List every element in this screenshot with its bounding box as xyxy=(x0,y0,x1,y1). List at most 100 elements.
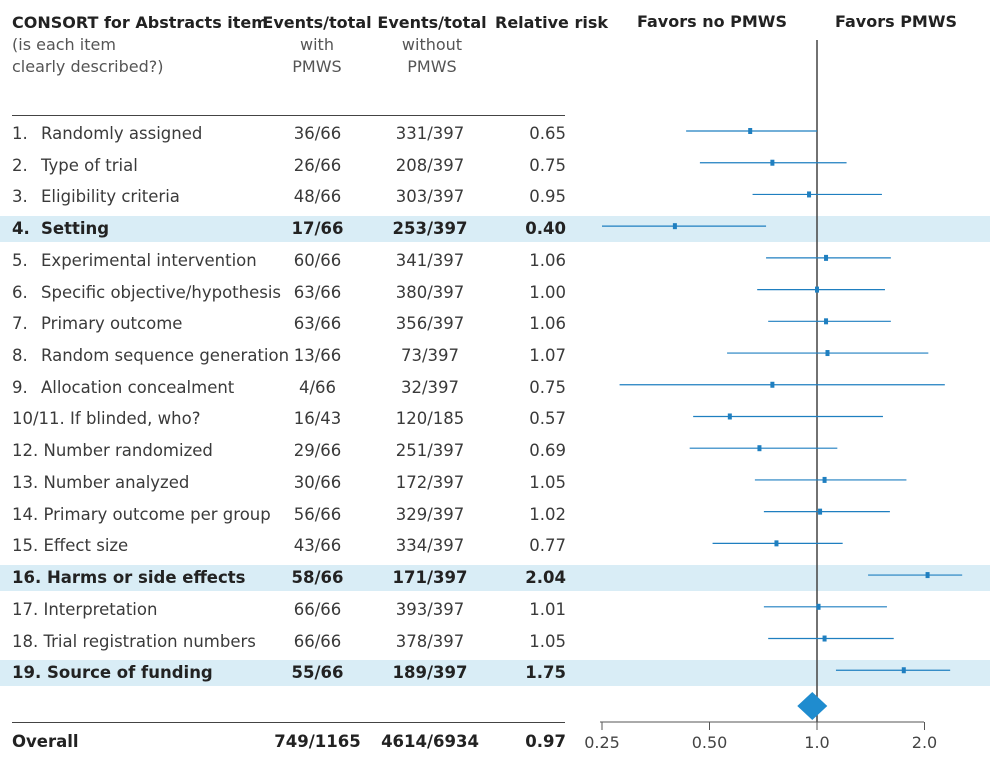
point-estimate xyxy=(824,318,829,325)
item-number: 3. xyxy=(12,187,28,207)
without-column-subtitle-1: without xyxy=(401,35,463,54)
item-label: Randomly assigned xyxy=(41,124,203,143)
header-divider xyxy=(12,115,565,116)
events-with: 58/66 xyxy=(291,568,344,588)
item-number: 5. xyxy=(12,250,28,270)
x-tick-label: 2.0 xyxy=(912,733,937,752)
events-with: 36/66 xyxy=(293,124,342,143)
events-with: 60/66 xyxy=(293,250,342,270)
item-label: 16. Harms or side effects xyxy=(12,568,246,588)
item-label: Allocation concealment xyxy=(41,377,235,397)
item-number: 4. xyxy=(12,219,30,239)
item-label: Setting xyxy=(41,219,110,239)
item-label: Type of trial xyxy=(41,155,138,175)
relative-risk: 1.00 xyxy=(529,282,566,302)
events-with: 48/66 xyxy=(293,187,342,207)
point-estimate xyxy=(770,381,775,388)
events-with: 4/66 xyxy=(298,377,337,397)
x-tick-label: 1.0 xyxy=(804,733,829,752)
relative-risk: 0.77 xyxy=(529,536,566,556)
relative-risk: 1.01 xyxy=(529,599,566,619)
relative-risk: 1.06 xyxy=(529,314,566,334)
without-column-title: Events/total xyxy=(377,13,487,32)
events-without: 334/397 xyxy=(395,536,465,556)
item-number: 7. xyxy=(12,314,28,334)
highlight-band xyxy=(0,565,990,592)
item-label: 15. Effect size xyxy=(12,536,129,556)
events-without: 356/397 xyxy=(395,314,465,334)
header-relative-risk: Relative risk xyxy=(495,12,608,34)
point-estimate xyxy=(770,159,775,166)
point-estimate xyxy=(672,223,677,230)
relative-risk: 0.75 xyxy=(529,377,566,397)
item-number: 1. xyxy=(12,124,28,143)
events-with: 63/66 xyxy=(293,314,342,334)
highlight-band xyxy=(0,216,990,243)
relative-risk: 0.95 xyxy=(529,187,566,207)
events-with: 66/66 xyxy=(293,631,342,651)
header-item-column: CONSORT for Abstracts item (is each item… xyxy=(12,12,268,78)
overall-with: 749/1165 xyxy=(274,732,361,751)
overall-divider xyxy=(12,722,565,723)
point-estimate xyxy=(925,572,930,579)
events-with: 63/66 xyxy=(293,282,342,302)
point-estimate xyxy=(774,540,779,547)
events-with: 30/66 xyxy=(293,472,342,492)
events-with: 56/66 xyxy=(293,504,342,524)
events-without: 120/185 xyxy=(395,409,465,429)
item-number: 6. xyxy=(12,282,28,302)
point-estimate xyxy=(901,667,906,674)
events-without: 253/397 xyxy=(392,219,468,239)
favors-no-pmws-label: Favors no PMWS xyxy=(637,12,787,31)
point-estimate xyxy=(822,635,827,642)
events-with: 29/66 xyxy=(293,441,342,461)
point-estimate xyxy=(807,191,812,198)
x-tick-label: 0.25 xyxy=(584,733,620,752)
with-column-subtitle-2: PMWS xyxy=(292,57,342,76)
item-label: Specific objective/hypothesis xyxy=(41,282,282,302)
point-estimate xyxy=(816,603,821,610)
point-estimate xyxy=(818,508,823,515)
x-tick-label: 0.50 xyxy=(692,733,728,752)
events-with: 43/66 xyxy=(293,536,342,556)
relative-risk: 0.69 xyxy=(529,441,566,461)
favors-pmws-label: Favors PMWS xyxy=(835,12,958,31)
relative-risk: 1.02 xyxy=(529,504,566,524)
item-number: 2. xyxy=(12,155,28,175)
item-label: 18. Trial registration numbers xyxy=(12,631,256,651)
relative-risk: 1.75 xyxy=(525,663,566,683)
events-without: 393/397 xyxy=(395,599,465,619)
item-number: 9. xyxy=(12,377,28,397)
point-estimate xyxy=(757,445,762,452)
item-label: 17. Interpretation xyxy=(12,599,158,619)
events-with: 66/66 xyxy=(293,599,342,619)
events-without: 303/397 xyxy=(395,187,465,207)
point-estimate xyxy=(825,350,830,357)
item-column-subtitle-2: clearly described?) xyxy=(12,57,164,76)
events-without: 380/397 xyxy=(395,282,465,302)
item-label: Random sequence generation xyxy=(41,346,290,366)
events-without: 171/397 xyxy=(392,568,468,588)
highlight-band xyxy=(0,660,990,687)
events-with: 26/66 xyxy=(293,155,342,175)
events-without: 189/397 xyxy=(392,663,468,683)
relative-risk: 2.04 xyxy=(525,568,566,588)
with-column-subtitle-1: with xyxy=(300,35,334,54)
relative-risk: 0.40 xyxy=(525,219,566,239)
events-without: 32/397 xyxy=(400,377,460,397)
item-label: 19. Source of funding xyxy=(12,663,213,683)
events-without: 341/397 xyxy=(395,250,465,270)
relative-risk-title: Relative risk xyxy=(495,13,608,32)
events-without: 172/397 xyxy=(395,472,465,492)
overall-without: 4614/6934 xyxy=(381,732,479,751)
events-without: 208/397 xyxy=(395,155,465,175)
events-with: 17/66 xyxy=(291,219,344,239)
events-with: 13/66 xyxy=(293,346,342,366)
item-label: 10/11. If blinded, who? xyxy=(12,409,201,429)
with-column-title: Events/total xyxy=(262,13,372,32)
item-column-title: CONSORT for Abstracts item xyxy=(12,13,268,32)
events-without: 329/397 xyxy=(395,504,465,524)
item-label: 12. Number randomized xyxy=(12,441,213,461)
events-without: 73/397 xyxy=(400,346,460,366)
header-with-pmws: Events/total with PMWS xyxy=(262,12,372,78)
